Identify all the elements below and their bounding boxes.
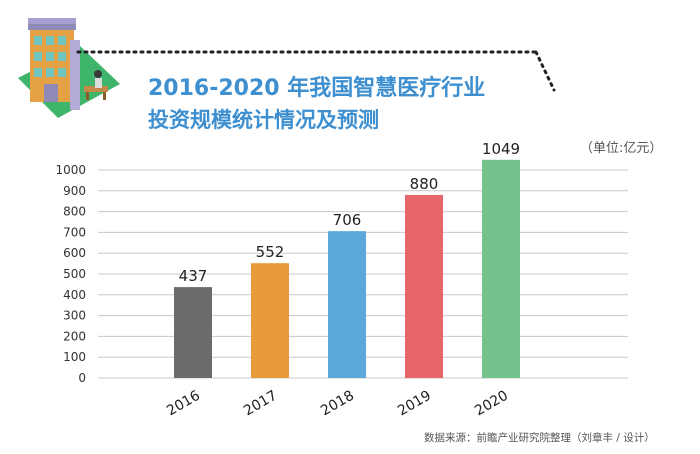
bars — [174, 159, 520, 378]
data-label-2019: 880 — [410, 175, 439, 193]
y-tick-label: 500 — [63, 267, 86, 281]
y-tick-label: 100 — [63, 350, 86, 364]
bar-2019 — [405, 194, 443, 378]
x-tick-label-2016: 2016 — [164, 388, 203, 420]
x-tick-label-2018: 2018 — [318, 388, 357, 420]
source-note: 数据来源：前瞻产业研究院整理（刘章丰 / 设计） — [424, 432, 655, 444]
bar-2017 — [251, 263, 289, 378]
y-tick-label: 900 — [63, 184, 86, 198]
data-label-2016: 437 — [179, 267, 208, 285]
y-axis-ticks: 0 100 200 300 400 500 600 700 800 900 1000 — [55, 163, 86, 385]
bar-2016 — [174, 287, 212, 378]
data-label-2018: 706 — [333, 211, 362, 229]
y-tick-label: 200 — [63, 329, 86, 343]
x-tick-label-2020: 2020 — [472, 388, 511, 420]
x-axis-ticks: 2016 2017 2018 2019 2020 — [164, 388, 511, 420]
building-illustration — [18, 18, 120, 118]
data-label-2020: 1049 — [482, 140, 520, 158]
chart-title-line-2: 投资规模统计情况及预测 — [148, 108, 379, 132]
x-tick-label-2017: 2017 — [241, 388, 280, 420]
y-tick-label: 700 — [63, 225, 86, 239]
y-tick-label: 0 — [78, 371, 86, 385]
y-tick-label: 800 — [63, 205, 86, 219]
y-tick-label: 1000 — [55, 163, 86, 177]
bar-2018 — [328, 231, 366, 378]
unit-label: （单位:亿元） — [580, 141, 663, 156]
y-tick-label: 300 — [63, 309, 86, 323]
y-tick-label: 600 — [63, 246, 86, 260]
dotted-connector — [76, 50, 556, 92]
bar-2020 — [482, 159, 520, 378]
x-tick-label-2019: 2019 — [395, 388, 434, 420]
data-label-2017: 552 — [256, 243, 285, 261]
data-labels: 437 552 706 880 1049 — [179, 140, 520, 285]
y-tick-label: 400 — [63, 288, 86, 302]
chart-title-line-1: 2016-2020 年我国智慧医疗行业 — [148, 76, 486, 101]
